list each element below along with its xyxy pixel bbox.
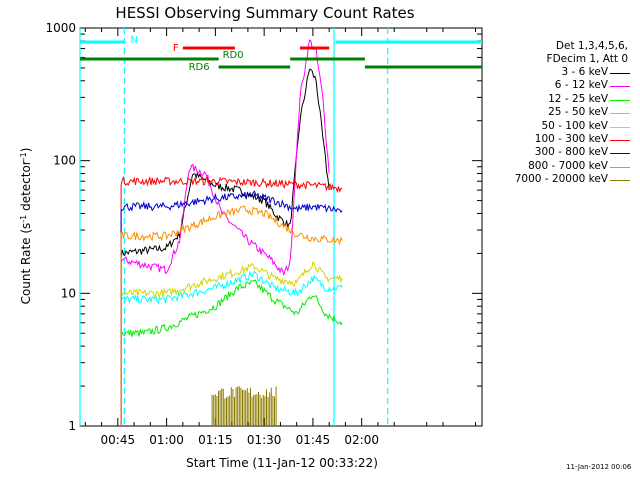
- legend-label: 12 - 25 keV: [548, 92, 608, 105]
- legend-header-line-1: Det 1,3,4,5,6,: [555, 40, 628, 52]
- legend-entry: 6 - 12 keV: [488, 79, 634, 92]
- legend-entry: 12 - 25 keV: [488, 93, 634, 106]
- axis-ticks: 00:45 01:00 01:15 01:30 01:45 02:00 1 10 100 1000: [45, 21, 482, 447]
- y-axis-title: Count Rate (s-1 detector-1): [19, 148, 33, 305]
- legend-entry: 50 - 100 keV: [488, 120, 634, 133]
- legend-entry: 3 - 6 keV: [488, 66, 634, 79]
- legend-label: 800 - 7000 keV: [528, 159, 608, 172]
- legend-swatch: [610, 86, 630, 88]
- series-line-3: [120, 270, 343, 426]
- legend-label: 50 - 100 keV: [541, 119, 608, 132]
- series-line-0: [120, 68, 330, 426]
- legend-swatch: [610, 166, 630, 168]
- legend-swatch: [610, 113, 630, 115]
- bar-label-f: F: [173, 43, 179, 54]
- marker-lines: [79, 28, 389, 426]
- y-tick-label: 1: [68, 419, 76, 433]
- chart-title: HESSI Observing Summary Count Rates: [115, 4, 414, 22]
- legend-label: 7000 - 20000 keV: [514, 173, 608, 186]
- observing-bars: N F RD0 RD6: [80, 35, 482, 73]
- legend-entry: 800 - 7000 keV: [488, 160, 634, 173]
- legend-label: 25 - 50 keV: [548, 106, 608, 119]
- series-group: [120, 39, 343, 426]
- legend-header-line-2: FDecim 1, Att 0: [546, 53, 628, 65]
- series-line-2: [120, 279, 343, 426]
- legend-swatch: [610, 180, 630, 182]
- bar-label-rd0: RD0: [223, 50, 244, 61]
- legend-swatch: [610, 153, 630, 155]
- legend: Det 1,3,4,5,6, FDecim 1, Att 0 3 - 6 keV…: [488, 40, 634, 187]
- legend-entry: 100 - 300 keV: [488, 133, 634, 146]
- legend-label: 6 - 12 keV: [554, 79, 608, 92]
- x-tick-label: 01:30: [247, 433, 282, 447]
- series-line-8: [211, 386, 277, 426]
- timestamp: 11-Jan-2012 00:06: [566, 463, 632, 471]
- legend-label: 3 - 6 keV: [561, 66, 608, 78]
- y-tick-label: 100: [53, 154, 76, 168]
- y-tick-label: 10: [61, 286, 76, 300]
- series-line-7: [120, 205, 343, 426]
- x-tick-label: 00:45: [101, 433, 136, 447]
- legend-label: 300 - 800 keV: [534, 146, 608, 159]
- legend-entry: 7000 - 20000 keV: [488, 173, 634, 186]
- legend-label: 100 - 300 keV: [534, 132, 608, 145]
- series-line-1: [120, 39, 330, 426]
- y-tick-label: 1000: [45, 21, 76, 35]
- plot-frame: [79, 27, 483, 427]
- legend-swatch: [610, 126, 630, 128]
- legend-rows: 3 - 6 keV 6 - 12 keV 12 - 25 keV 25 - 50 ke…: [488, 66, 634, 187]
- x-axis-title: Start Time (11-Jan-12 00:33:22): [186, 456, 378, 470]
- x-tick-label: 01:00: [149, 433, 184, 447]
- x-tick-label: 01:45: [296, 433, 331, 447]
- legend-swatch: [610, 73, 630, 74]
- x-tick-label: 02:00: [344, 433, 379, 447]
- legend-swatch: [610, 139, 630, 141]
- series-line-4: [120, 261, 343, 426]
- series-line-5: [120, 175, 343, 426]
- legend-entry: 25 - 50 keV: [488, 106, 634, 119]
- legend-swatch: [610, 99, 630, 101]
- series-line-6: [120, 190, 343, 426]
- bar-label-rd6: RD6: [189, 62, 210, 73]
- bar-label-n: N: [130, 35, 137, 46]
- x-tick-label: 01:15: [198, 433, 233, 447]
- legend-entry: 300 - 800 keV: [488, 146, 634, 159]
